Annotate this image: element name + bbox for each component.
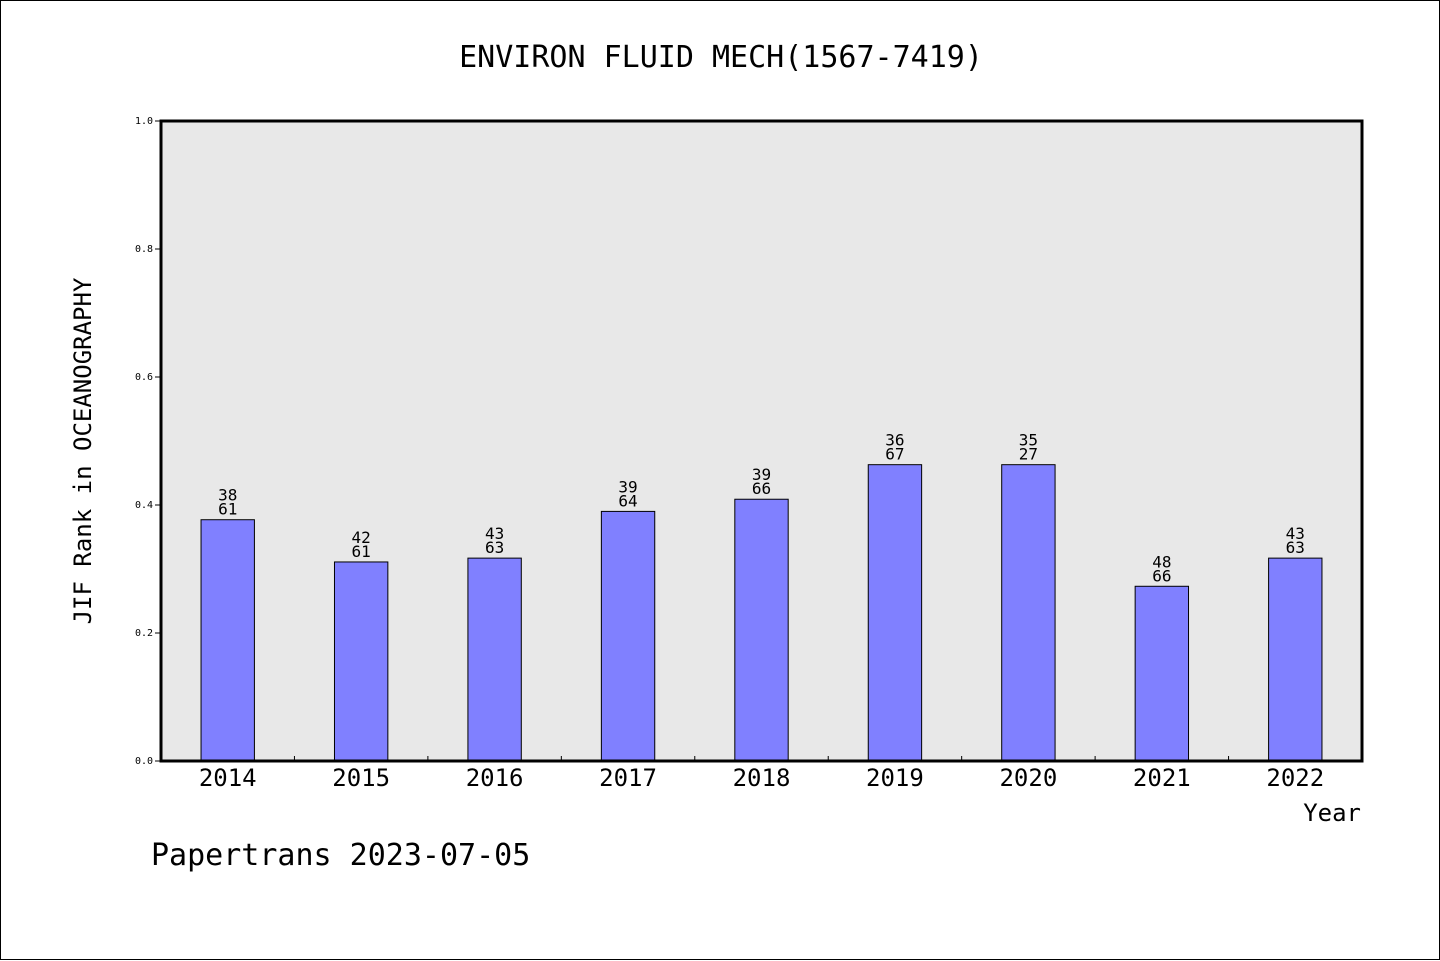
y-tick-label: 1.0 — [135, 116, 153, 127]
y-axis-label: JIF Rank in OCEANOGRAPHY — [69, 277, 97, 624]
bar-2021 — [1134, 585, 1190, 762]
bar-2022 — [1268, 557, 1323, 762]
bar-label-total: 63 — [1286, 538, 1305, 557]
bar-label-rank: 42 — [352, 528, 371, 547]
x-tick-label: 2014 — [199, 764, 257, 792]
bar-2015 — [333, 561, 389, 762]
y-ticks: 0.0 0.2 0.4 0.6 0.8 1.0 — [135, 116, 161, 767]
bar-2019 — [867, 464, 923, 762]
y-tick-label: 0.8 — [135, 244, 153, 255]
x-tick-label: 2021 — [1133, 764, 1191, 792]
bar-label-rank: 36 — [885, 431, 904, 450]
bar-label-rank: 43 — [485, 524, 504, 543]
x-tick-label: 2022 — [1266, 764, 1324, 792]
bar-label-total: 63 — [485, 538, 504, 557]
bar-label-rank: 38 — [218, 486, 237, 505]
chart-title: ENVIRON FLUID MECH(1567-7419) — [459, 40, 983, 75]
y-tick-label: 0.2 — [135, 628, 153, 639]
bar-label-total: 66 — [1152, 566, 1171, 585]
bar-label-rank: 39 — [618, 477, 637, 496]
bar-label-rank: 43 — [1286, 524, 1305, 543]
plot-border — [159, 119, 1364, 763]
bar-2018 — [734, 498, 789, 762]
x-axis-label: Year — [1303, 799, 1361, 827]
y-tick-label: 0.4 — [135, 500, 153, 511]
bar-label-total: 64 — [618, 491, 637, 510]
bar-2014 — [200, 519, 255, 762]
bar-label-rank: 39 — [752, 465, 771, 484]
x-tick-label: 2019 — [866, 764, 924, 792]
bar-label-total: 61 — [218, 500, 237, 519]
bar-label-rank: 48 — [1152, 552, 1171, 571]
bar-label-total: 61 — [352, 542, 371, 561]
x-tick-label: 2020 — [999, 764, 1057, 792]
bar-label-total: 27 — [1019, 445, 1038, 464]
bars: 3861201442612015436320163964201739662018… — [199, 431, 1324, 792]
bar-label-rank: 35 — [1019, 431, 1038, 450]
x-tick-label: 2018 — [733, 764, 791, 792]
bar-label-total: 66 — [752, 479, 771, 498]
bar-2017 — [600, 510, 656, 762]
bar-label-total: 67 — [885, 445, 904, 464]
x-tick-label: 2017 — [599, 764, 657, 792]
bar-2020 — [1001, 464, 1056, 762]
x-tick-label: 2016 — [466, 764, 524, 792]
y-tick-label: 0.6 — [135, 372, 153, 383]
x-tick-label: 2015 — [332, 764, 390, 792]
footer-text: Papertrans 2023-07-05 — [151, 838, 530, 873]
y-tick-label: 0.0 — [135, 756, 153, 767]
bar-2016 — [467, 557, 522, 762]
